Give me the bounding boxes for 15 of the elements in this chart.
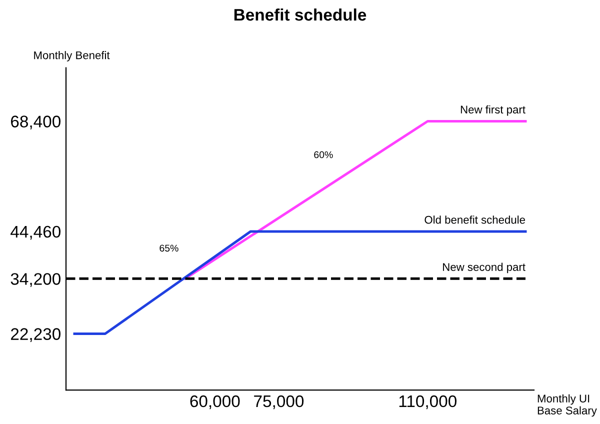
x-tick-label: 60,000 <box>190 395 240 410</box>
y-tick-label: 22,230 <box>11 328 60 342</box>
series-label: Old benefit schedule <box>424 216 526 224</box>
series-label: New first part <box>460 105 526 116</box>
series-label: New second part <box>443 262 526 274</box>
y-axis-title: Monthly Benefit <box>34 51 110 62</box>
x-tick-label: 75,000 <box>254 395 304 410</box>
x-tick-label: 110,000 <box>399 395 456 410</box>
y-tick-label: 34,200 <box>10 273 60 287</box>
annotation: 60% <box>314 151 333 158</box>
annotation: 65% <box>160 244 178 252</box>
y-tick-label: 44,460 <box>10 226 60 240</box>
y-tick-label: 68,400 <box>11 116 60 130</box>
x-axis-title: Monthly UI Base Salary <box>538 394 597 417</box>
chart-title: Benefit schedule <box>234 8 366 21</box>
